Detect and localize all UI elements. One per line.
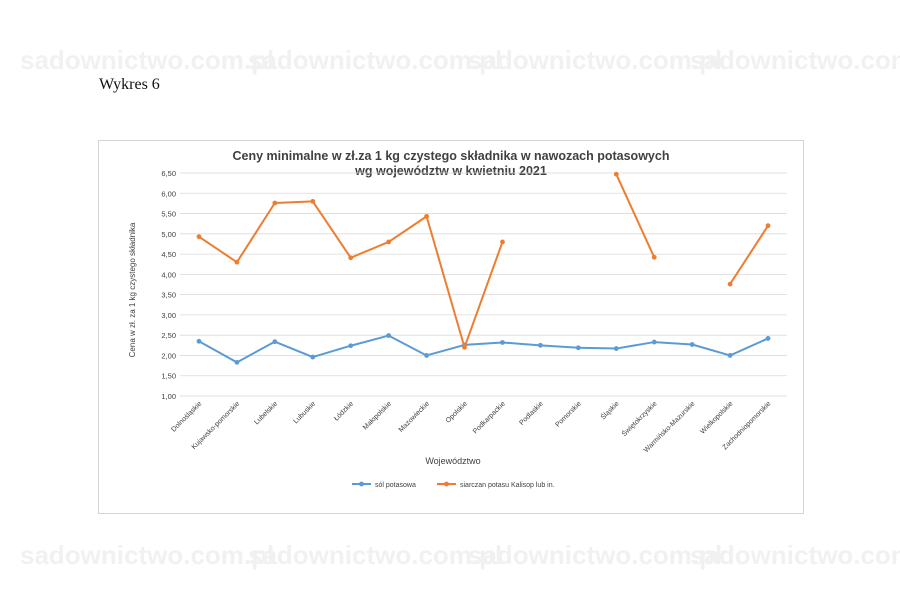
legend-marker xyxy=(444,481,449,487)
data-point xyxy=(689,342,695,347)
y-tick-label: 4,00 xyxy=(161,270,176,279)
y-tick-label: 2,00 xyxy=(161,351,176,360)
data-point xyxy=(765,336,771,341)
x-tick-label: Podkarpackie xyxy=(472,400,507,435)
y-tick-label: 5,00 xyxy=(161,230,176,239)
series-line xyxy=(729,225,769,285)
y-tick-label: 1,00 xyxy=(161,392,176,401)
data-point xyxy=(424,213,429,219)
data-point xyxy=(651,254,657,260)
x-tick-label: Dolnośląskie xyxy=(170,400,203,433)
legend-marker xyxy=(359,481,364,487)
chart-title-line: wg województw w kwietniu 2021 xyxy=(354,164,547,178)
data-point xyxy=(651,339,657,345)
x-tick-label: Opolskie xyxy=(445,400,469,424)
data-point xyxy=(310,198,316,204)
data-point xyxy=(234,259,240,265)
data-point xyxy=(310,354,316,360)
data-point xyxy=(272,200,278,206)
x-tick-label: Śląskie xyxy=(598,399,620,421)
legend-label: siarczan potasu Kalisop lub in. xyxy=(460,482,555,489)
page-heading: Wykres 6 xyxy=(99,76,160,93)
y-tick-label: 2,50 xyxy=(161,331,176,340)
y-axis-label: Cena w zł. za 1 kg czystego składnika xyxy=(128,222,137,357)
x-tick-label: Lubuskie xyxy=(292,400,317,425)
watermark: sadownictwo.com.pl xyxy=(468,45,723,75)
data-point xyxy=(272,339,278,345)
x-tick-label: Małopolskie xyxy=(362,400,393,431)
data-point xyxy=(538,342,543,348)
watermark: sadownictwo.com.pl xyxy=(248,45,503,75)
watermark: sadownictwo.com.pl xyxy=(20,540,275,570)
x-axis-label: Województwo xyxy=(425,456,480,466)
data-point xyxy=(500,239,505,245)
y-tick-label: 6,50 xyxy=(161,169,176,178)
watermark: sadownictwo.com.pl xyxy=(248,540,503,570)
y-tick-label: 3,50 xyxy=(161,291,176,300)
data-point xyxy=(348,343,354,349)
series-line xyxy=(198,334,769,364)
watermark: sadownictwo.com.pl xyxy=(690,45,900,75)
data-point xyxy=(234,359,240,365)
watermark: sadownictwo.com.pl xyxy=(20,45,275,75)
y-tick-label: 6,00 xyxy=(161,189,176,198)
data-point xyxy=(386,333,392,338)
watermark: sadownictwo.com.pl xyxy=(468,540,723,570)
x-tick-label: Podlaskie xyxy=(518,400,544,426)
data-point xyxy=(500,340,505,345)
data-point xyxy=(575,345,581,351)
data-point xyxy=(424,353,429,358)
x-tick-label: Mazowieckie xyxy=(398,400,431,433)
data-point xyxy=(196,338,202,344)
data-point xyxy=(462,344,467,350)
chart-frame xyxy=(98,140,804,514)
y-tick-label: 3,00 xyxy=(161,311,176,320)
watermark: sadownictwo.com.pl xyxy=(690,540,900,570)
series-line xyxy=(615,173,656,258)
data-point xyxy=(613,171,619,177)
x-tick-label: Świętokrzyskie xyxy=(620,399,659,438)
series-2 xyxy=(196,171,771,350)
x-tick-label: Łódzkie xyxy=(333,400,355,422)
series-1 xyxy=(196,333,771,365)
legend-label: sól potasowa xyxy=(375,482,416,489)
x-tick-label: Lubelskie xyxy=(253,400,279,426)
data-point xyxy=(727,281,733,287)
x-tick-label: Wielkopolskie xyxy=(699,400,734,435)
data-point xyxy=(765,223,771,229)
x-tick-label: Pomorskie xyxy=(554,400,582,428)
chart-title-line: Ceny minimalne w zł.za 1 kg czystego skł… xyxy=(233,149,670,163)
data-point xyxy=(348,255,354,261)
data-point xyxy=(727,353,733,358)
y-tick-label: 5,50 xyxy=(161,210,176,219)
data-point xyxy=(386,239,392,245)
data-point xyxy=(613,346,619,351)
y-tick-label: 4,50 xyxy=(161,250,176,259)
y-tick-label: 1,50 xyxy=(161,372,176,381)
data-point xyxy=(196,234,202,240)
